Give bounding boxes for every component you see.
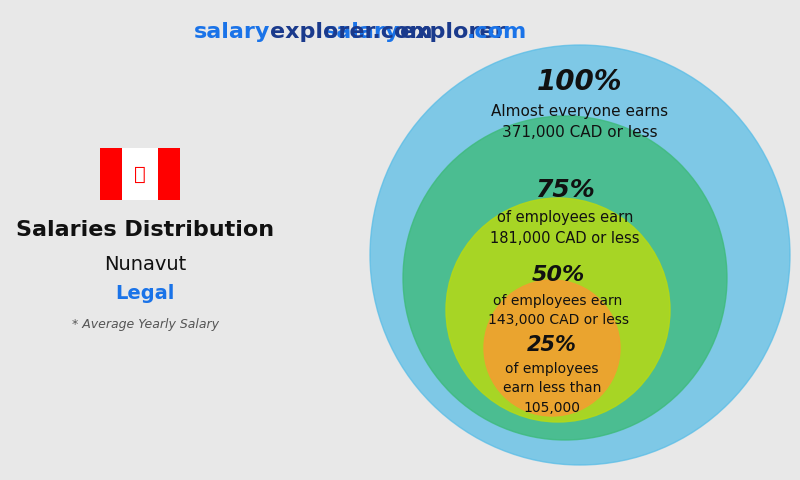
Text: of employees earn
181,000 CAD or less: of employees earn 181,000 CAD or less: [490, 210, 640, 246]
Text: 75%: 75%: [535, 178, 595, 202]
Circle shape: [484, 280, 620, 416]
Text: of employees earn
143,000 CAD or less: of employees earn 143,000 CAD or less: [487, 294, 629, 327]
Text: explorer.com: explorer.com: [270, 22, 433, 42]
Text: 100%: 100%: [538, 68, 622, 96]
Text: of employees
earn less than
105,000: of employees earn less than 105,000: [503, 362, 601, 415]
Circle shape: [446, 198, 670, 422]
Text: explorer: explorer: [400, 22, 506, 42]
Text: 50%: 50%: [531, 265, 585, 285]
Circle shape: [370, 45, 790, 465]
Text: .com: .com: [467, 22, 527, 42]
Bar: [158, 148, 180, 200]
Bar: [122, 148, 158, 200]
Text: salary: salary: [324, 22, 400, 42]
Text: salary: salary: [194, 22, 270, 42]
Text: Nunavut: Nunavut: [104, 255, 186, 274]
Text: 25%: 25%: [527, 335, 577, 355]
Text: Legal: Legal: [115, 284, 174, 303]
Text: Salaries Distribution: Salaries Distribution: [16, 220, 274, 240]
Circle shape: [403, 116, 727, 440]
Text: * Average Yearly Salary: * Average Yearly Salary: [71, 318, 218, 331]
Bar: [100, 148, 122, 200]
Text: 🍁: 🍁: [134, 165, 146, 183]
Text: Almost everyone earns
371,000 CAD or less: Almost everyone earns 371,000 CAD or les…: [491, 104, 669, 140]
